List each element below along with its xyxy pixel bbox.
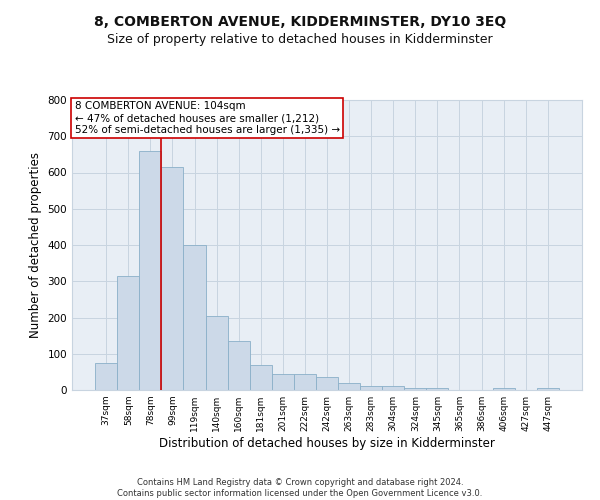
- Y-axis label: Number of detached properties: Number of detached properties: [29, 152, 42, 338]
- Bar: [294, 374, 316, 390]
- Bar: [95, 363, 117, 390]
- Bar: [161, 167, 184, 390]
- Bar: [338, 383, 360, 390]
- Bar: [184, 245, 206, 390]
- Text: Size of property relative to detached houses in Kidderminster: Size of property relative to detached ho…: [107, 32, 493, 46]
- Bar: [206, 316, 227, 390]
- Bar: [250, 364, 272, 390]
- X-axis label: Distribution of detached houses by size in Kidderminster: Distribution of detached houses by size …: [159, 437, 495, 450]
- Text: 8, COMBERTON AVENUE, KIDDERMINSTER, DY10 3EQ: 8, COMBERTON AVENUE, KIDDERMINSTER, DY10…: [94, 15, 506, 29]
- Bar: [427, 388, 448, 390]
- Bar: [404, 388, 427, 390]
- Bar: [493, 388, 515, 390]
- Bar: [227, 341, 250, 390]
- Bar: [537, 388, 559, 390]
- Text: 8 COMBERTON AVENUE: 104sqm
← 47% of detached houses are smaller (1,212)
52% of s: 8 COMBERTON AVENUE: 104sqm ← 47% of deta…: [74, 102, 340, 134]
- Bar: [272, 374, 294, 390]
- Bar: [117, 276, 139, 390]
- Bar: [360, 386, 382, 390]
- Bar: [316, 378, 338, 390]
- Text: Contains HM Land Registry data © Crown copyright and database right 2024.
Contai: Contains HM Land Registry data © Crown c…: [118, 478, 482, 498]
- Bar: [382, 386, 404, 390]
- Bar: [139, 151, 161, 390]
